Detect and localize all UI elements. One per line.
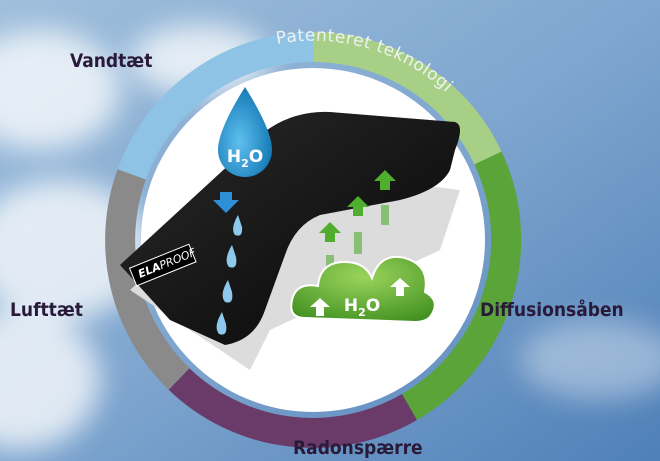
sub: 2 bbox=[358, 306, 366, 319]
o: O bbox=[366, 296, 380, 316]
o: O bbox=[249, 147, 263, 167]
label-radonspaerre: Radonspærre bbox=[293, 437, 423, 459]
sub: 2 bbox=[241, 157, 249, 170]
h: H bbox=[227, 147, 241, 167]
h: H bbox=[344, 296, 358, 316]
label-diffusionsaaben: Diffusionsåben bbox=[480, 297, 624, 321]
label-vandtaet: Vandtæt bbox=[70, 50, 152, 72]
label-lufttaet: Lufttæt bbox=[10, 299, 83, 321]
diagram: ELAPROOF H2O H2O Patenteret teknologi Va… bbox=[0, 0, 660, 461]
